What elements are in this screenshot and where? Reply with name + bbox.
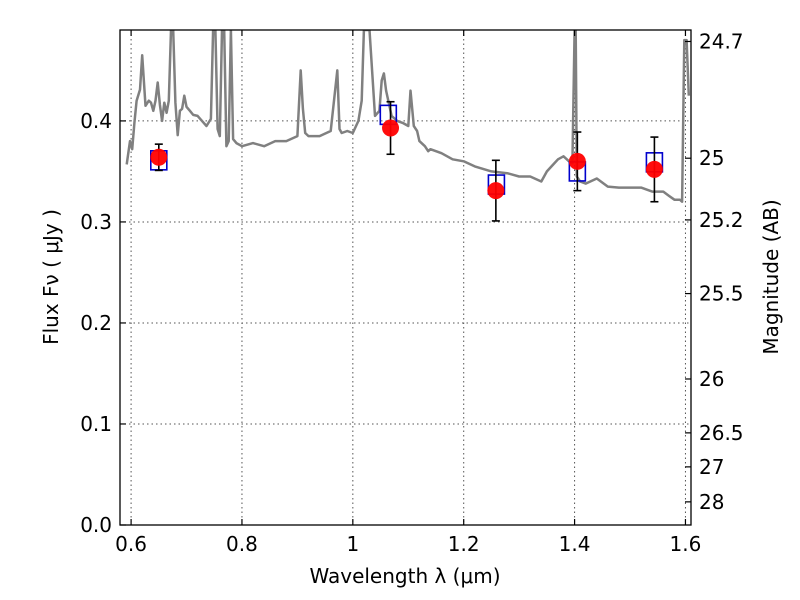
y-tick-label: 0.2 xyxy=(80,311,112,335)
grid xyxy=(120,30,691,526)
axes: 0.6 0.8 1 1.2 1.4 1.6 0.0 0.1 0.2 0.3 0.4 24.7 25 25.… xyxy=(80,29,743,556)
mag-tick-label: 25 xyxy=(699,146,724,170)
y-axis-label: Flux Fν ( μJy ) xyxy=(39,209,63,345)
observed-flux-point xyxy=(568,152,586,170)
plot-frame xyxy=(119,29,692,526)
observed-flux-point xyxy=(150,148,168,166)
mag-tick-label: 26 xyxy=(699,367,724,391)
y-tick-label: 0.3 xyxy=(80,210,112,234)
observed-flux-point xyxy=(645,160,663,178)
y-tick-label: 0.1 xyxy=(80,412,112,436)
mag-tick-label: 26.5 xyxy=(699,421,744,445)
mag-tick-label: 25.5 xyxy=(699,282,744,306)
x-tick-label: 0.8 xyxy=(226,532,258,556)
mag-tick-label: 24.7 xyxy=(699,29,744,53)
y-tick-label: 0.4 xyxy=(80,109,112,133)
x-tick-label: 1 xyxy=(346,532,359,556)
y-tick-label: 0.0 xyxy=(80,513,112,537)
mag-tick-label: 27 xyxy=(699,455,724,479)
mag-tick-label: 28 xyxy=(699,490,724,514)
x-axis-label: Wavelength λ (μm) xyxy=(309,564,500,588)
y-axis-right-label: Magnitude (AB) xyxy=(759,199,783,354)
x-tick-label: 1.6 xyxy=(670,532,702,556)
observed-flux-point xyxy=(487,182,505,200)
observed-flux-point xyxy=(382,119,400,137)
x-tick-label: 1.2 xyxy=(448,532,480,556)
x-tick-label: 1.4 xyxy=(559,532,591,556)
mag-tick-label: 25.2 xyxy=(699,208,744,232)
data-layer xyxy=(125,30,691,222)
x-tick-label: 0.6 xyxy=(115,532,147,556)
